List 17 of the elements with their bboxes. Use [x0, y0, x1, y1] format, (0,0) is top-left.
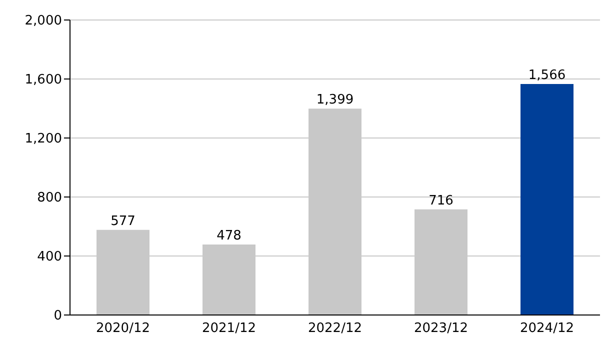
x-tick-label: 2020/12	[96, 321, 150, 336]
x-tick-label: 2024/12	[520, 321, 574, 336]
y-tick-label: 1,600	[24, 72, 62, 88]
x-tick-label: 2021/12	[202, 321, 256, 336]
x-tick-label: 2022/12	[308, 321, 362, 336]
data-label: 577	[110, 214, 136, 229]
y-tick-label: 0	[54, 308, 62, 324]
data-label: 1,399	[316, 92, 354, 108]
data-label: 478	[216, 228, 242, 244]
x-tick-label: 2023/12	[414, 321, 468, 336]
y-tick-label: 800	[37, 190, 62, 206]
data-label: 1,566	[528, 68, 566, 84]
bar	[520, 84, 574, 315]
y-tick-label: 2,000	[24, 14, 62, 29]
data-label: 716	[428, 193, 454, 208]
y-tick-label: 1,200	[24, 132, 62, 147]
y-tick-label: 400	[37, 250, 62, 265]
